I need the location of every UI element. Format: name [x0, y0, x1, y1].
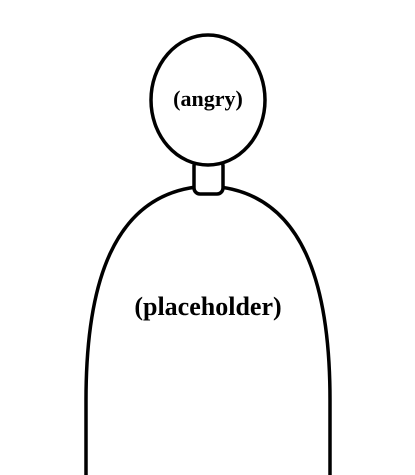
head-shape: [149, 33, 267, 167]
head-label: (angry): [173, 86, 243, 111]
body-shape: [84, 184, 332, 475]
body-label: (placeholder): [134, 292, 281, 321]
